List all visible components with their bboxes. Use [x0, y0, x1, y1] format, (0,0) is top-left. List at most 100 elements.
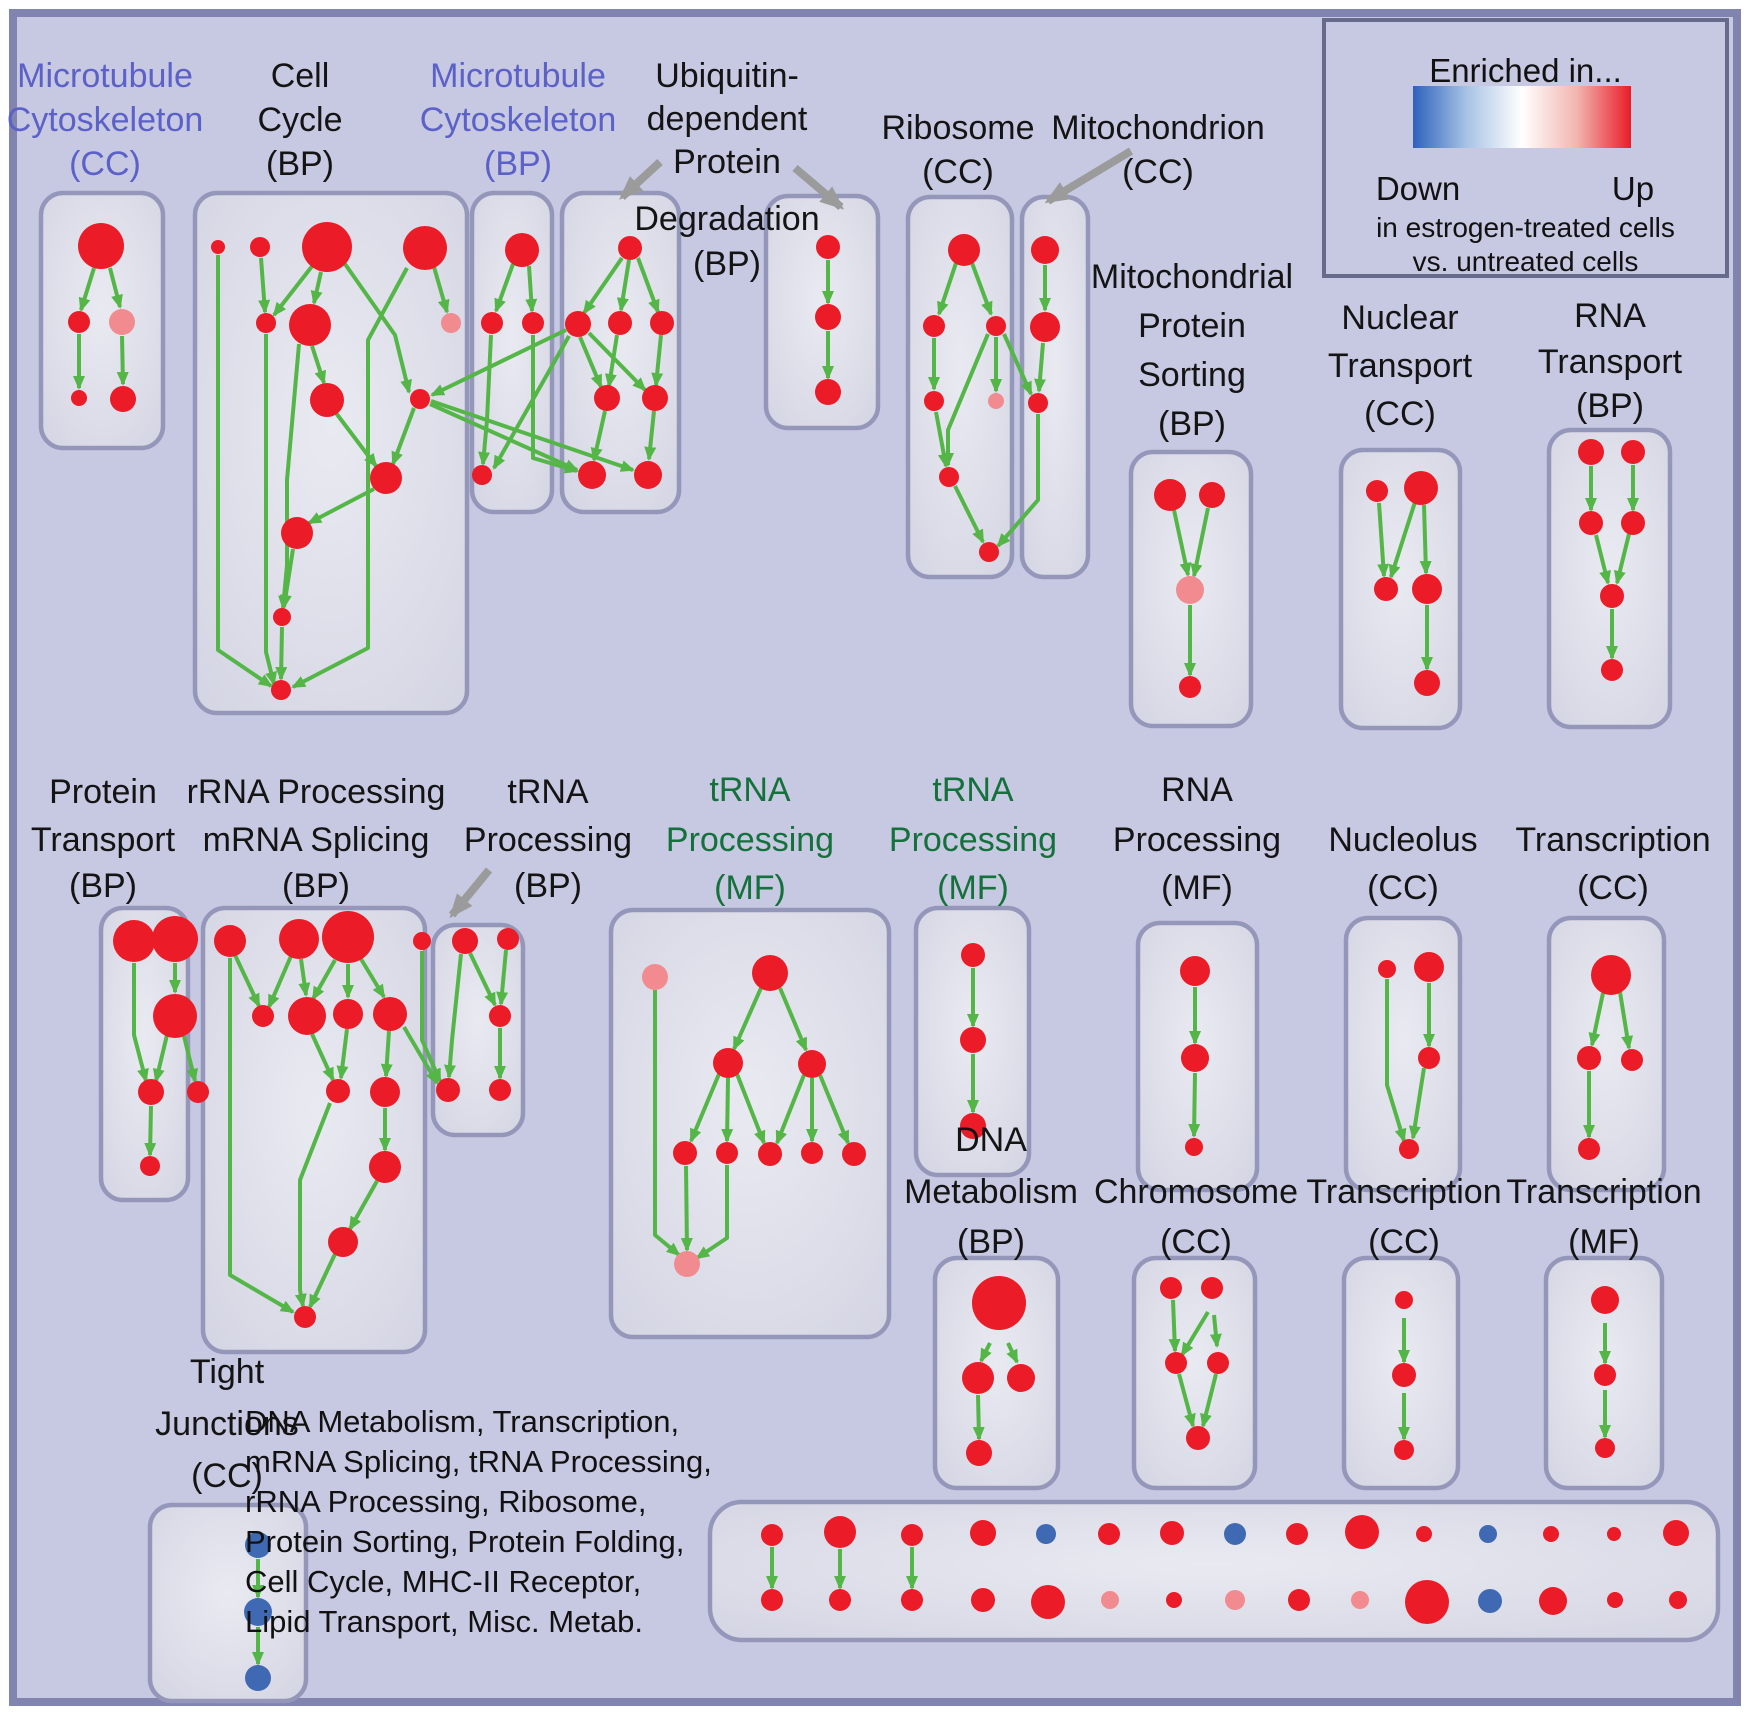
go-term-node [979, 542, 999, 562]
edge-arrow [651, 334, 664, 387]
group-label-transcription-mf: (MF) [1568, 1223, 1640, 1261]
go-term-node [1414, 670, 1440, 696]
go-term-node [489, 1005, 511, 1027]
go-term-node [815, 304, 841, 330]
go-term-node [1607, 1527, 1621, 1541]
go-term-node [971, 1588, 995, 1612]
group-label-transcription-cc-low: Transcription [1306, 1173, 1501, 1211]
go-term-node [815, 379, 841, 405]
edge-arrow [604, 334, 619, 388]
group-box-trna-processing-bp [430, 922, 526, 1138]
go-term-node [642, 964, 668, 990]
go-term-node [373, 997, 407, 1031]
go-term-node [594, 385, 620, 411]
edge-arrow [1002, 333, 1033, 396]
edge-arrow [267, 955, 293, 1009]
go-term-node [924, 391, 944, 411]
edge-arrow [348, 1180, 379, 1231]
go-term-node [608, 311, 632, 335]
go-term-node [578, 461, 606, 489]
go-term-node [1286, 1523, 1308, 1545]
go-term-node [245, 1665, 271, 1691]
edge-arrow [494, 263, 515, 313]
group-label-dna-metabolism: (BP) [957, 1223, 1025, 1261]
edge-arrow [182, 1035, 198, 1083]
group-box-chromosome [1131, 1255, 1258, 1491]
group-label-microtubule-cc: Cytoskeleton [7, 101, 204, 139]
edge-arrow [468, 952, 497, 1007]
go-term-node [565, 311, 591, 337]
go-term-node [294, 1306, 316, 1328]
go-term-node [273, 608, 291, 626]
go-term-node [497, 928, 519, 950]
go-term-node [618, 236, 642, 260]
go-term-node [1165, 1352, 1187, 1374]
go-term-node [1394, 1440, 1414, 1460]
edge-arrow [937, 262, 958, 316]
go-term-node [1578, 1138, 1600, 1160]
group-label-rna-processing-mf: RNA [1161, 771, 1233, 809]
edge-arrow [108, 267, 123, 309]
go-term-node [481, 312, 503, 334]
group-label-mitochondrial-protein-sorting: (BP) [1158, 405, 1226, 443]
edge-arrow [78, 267, 96, 312]
go-term-node [1378, 960, 1396, 978]
edge-arrow [525, 265, 538, 313]
edge-arrow [152, 1034, 169, 1083]
legend-up-label: Up [1611, 170, 1655, 207]
go-term-node [798, 1050, 826, 1078]
legend-title: Enriched in... [1429, 52, 1622, 89]
group-label-rna-transport: Transport [1538, 343, 1683, 381]
group-box-dna-metabolism [932, 1255, 1061, 1491]
edge-arrow [1168, 1299, 1181, 1353]
go-term-node [960, 1113, 986, 1139]
group-label-microtubule-bp: Cytoskeleton [420, 101, 617, 139]
go-term-node [244, 1598, 272, 1626]
go-term-node [961, 943, 985, 967]
go-term-node [1600, 584, 1624, 608]
edge-arrow [1388, 501, 1417, 579]
edge-arrow [294, 1102, 332, 1308]
go-term-node [1160, 1521, 1184, 1545]
go-term-node [211, 240, 225, 254]
group-label-trna-processing-mf-1: Processing [666, 821, 834, 859]
edge-arrow [272, 263, 315, 317]
go-term-node [310, 383, 344, 417]
group-label-microtubule-bp: (BP) [484, 145, 552, 183]
go-term-node [1345, 1515, 1379, 1549]
go-term-node [403, 226, 447, 270]
edge-arrow [334, 411, 378, 468]
go-term-node [1478, 1589, 1502, 1613]
edge-arrow [1419, 504, 1432, 575]
go-term-node [948, 234, 980, 266]
go-term-node [1036, 1524, 1056, 1544]
group-label-rna-processing-mf: (MF) [1161, 869, 1233, 907]
legend-box: Enriched in... Down Up in estrogen-treat… [1322, 18, 1729, 278]
go-term-node [252, 1005, 274, 1027]
group-label-trna-processing-mf-1: tRNA [709, 771, 791, 809]
go-term-node [1607, 1592, 1623, 1608]
edge-arrow [953, 485, 985, 544]
go-term-node [1621, 1049, 1643, 1071]
go-term-node [1154, 479, 1186, 511]
edge-arrow [735, 1073, 766, 1145]
group-label-transcription-cc-mid: Transcription [1515, 821, 1710, 859]
go-term-node [1007, 1364, 1035, 1392]
label-pointer-arrow [448, 867, 493, 919]
edge-arrow [775, 1074, 806, 1145]
annotation-text-line: DNA Metabolism, Transcription, [245, 1404, 680, 1439]
group-label-mitochondrial-protein-sorting: Protein [1138, 307, 1246, 345]
legend-subtitle-line1: in estrogen-treated cells [1376, 212, 1675, 243]
go-term-node [1418, 1047, 1440, 1069]
go-term-node [1594, 1364, 1616, 1386]
go-term-node [824, 1516, 856, 1548]
group-label-chromosome: (CC) [1160, 1223, 1232, 1261]
go-term-node [1479, 1525, 1497, 1543]
group-label-rrna-processing-mrna-splicing: rRNA Processing [187, 773, 446, 811]
edge-arrow [391, 407, 416, 466]
edge-arrow [1188, 1072, 1201, 1138]
go-term-node [986, 316, 1006, 336]
edge-arrow [310, 1033, 335, 1082]
edge-arrow [590, 410, 607, 462]
